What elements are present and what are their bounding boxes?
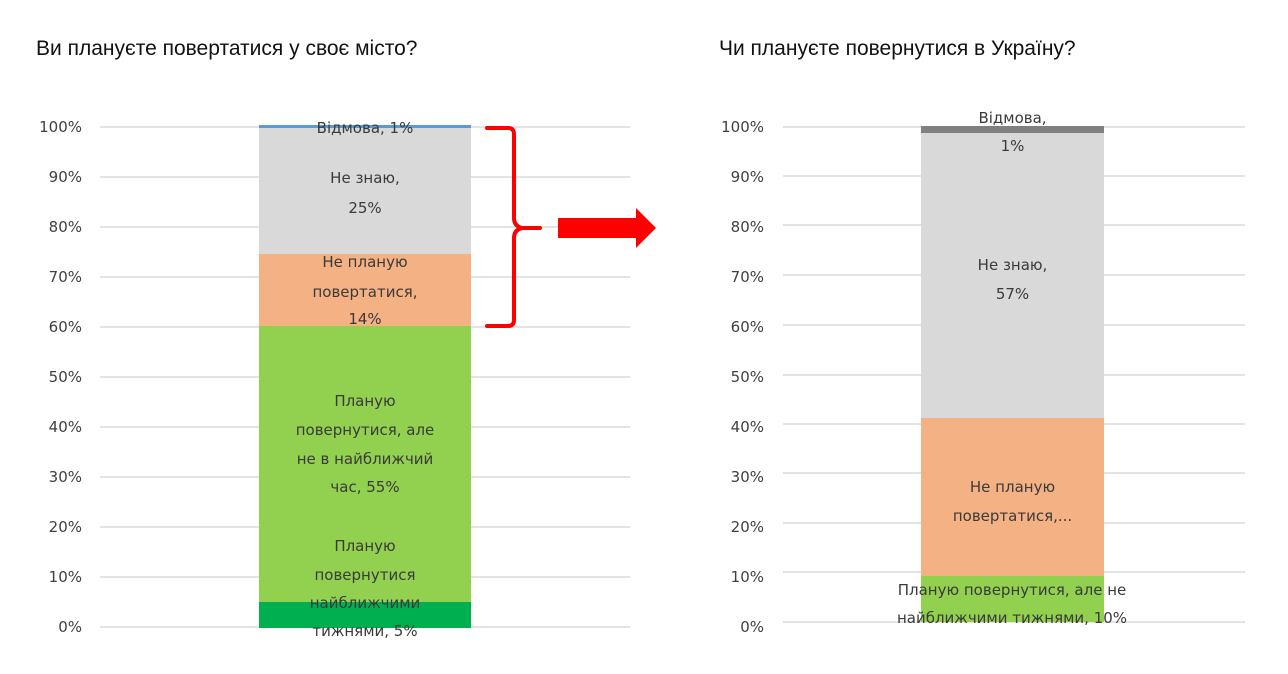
gridline: [783, 621, 1245, 623]
label-not-planning-line2: повертатися,: [312, 283, 418, 301]
label-later-line2: найближчими тижнями, 10%: [896, 609, 1128, 627]
y-tick: 0%: [740, 618, 764, 636]
y-tick: 0%: [58, 618, 82, 636]
label-soon-line1: Планую: [334, 537, 396, 555]
bar-segment-later: [259, 326, 471, 602]
y-tick: 20%: [48, 518, 82, 536]
y-tick: 50%: [730, 368, 764, 386]
label-dont-know-line2: 25%: [348, 199, 382, 217]
label-dont-know-line1: Не знаю,: [330, 169, 400, 187]
label-refusal: Відмова, 1%: [316, 119, 414, 137]
label-dont-know-line2: 57%: [995, 285, 1030, 303]
y-tick: 80%: [730, 218, 764, 236]
bar-segment-not-planning: [259, 254, 471, 326]
y-tick: 100%: [39, 118, 82, 136]
label-later-line1: Планую: [334, 392, 396, 410]
label-not-planning-line1: Не планую: [322, 253, 408, 271]
y-tick: 40%: [730, 418, 764, 436]
y-tick: 60%: [730, 318, 764, 336]
right-chart-title: Чи плануєте повернутися в Україну?: [719, 37, 1076, 60]
bar-segment-soon: [259, 602, 471, 628]
label-not-planning-line1: Не планую: [969, 478, 1056, 496]
label-later-line1: Планую повернутися, але не: [897, 581, 1127, 599]
y-tick: 40%: [48, 418, 82, 436]
bar-segment-later: [921, 576, 1104, 622]
y-tick: 30%: [48, 468, 82, 486]
label-dont-know-line1: Не знаю,: [977, 256, 1048, 274]
y-tick: 60%: [48, 318, 82, 336]
curly-bracket-icon: [485, 126, 542, 328]
y-tick: 90%: [48, 168, 82, 186]
bar-segment-dont-know: [921, 133, 1104, 418]
label-not-planning-line3: 14%: [348, 310, 382, 328]
y-tick: 70%: [48, 268, 82, 286]
label-refusal-line1: Відмова,: [978, 109, 1047, 127]
y-tick: 20%: [730, 518, 764, 536]
label-not-planning-line2: повертатися,...: [952, 507, 1073, 525]
label-soon-line4: тижнями, 5%: [312, 622, 418, 640]
y-tick: 50%: [48, 368, 82, 386]
y-tick: 100%: [721, 118, 764, 136]
y-tick: 30%: [730, 468, 764, 486]
label-refusal-line2: 1%: [1000, 137, 1025, 155]
label-later-line4: час, 55%: [330, 478, 400, 496]
y-tick: 80%: [48, 218, 82, 236]
y-tick: 10%: [730, 568, 764, 586]
bar-segment-not-planning: [921, 418, 1104, 576]
label-soon-line2: повернутися: [314, 566, 416, 584]
label-later-line2: повернутися, але: [295, 421, 435, 439]
y-tick: 10%: [48, 568, 82, 586]
left-chart-title: Ви плануєте повертатися у своє місто?: [36, 37, 418, 60]
y-tick: 90%: [730, 168, 764, 186]
bar-segment-dont-know: [259, 128, 471, 254]
label-later-line3: не в найближчий: [296, 450, 434, 468]
right-arrow-icon: [558, 208, 656, 248]
y-tick: 70%: [730, 268, 764, 286]
bar-segment-refusal: [259, 125, 471, 128]
label-soon-line3: найближчими: [309, 594, 421, 612]
bar-segment-refusal: [921, 126, 1104, 133]
